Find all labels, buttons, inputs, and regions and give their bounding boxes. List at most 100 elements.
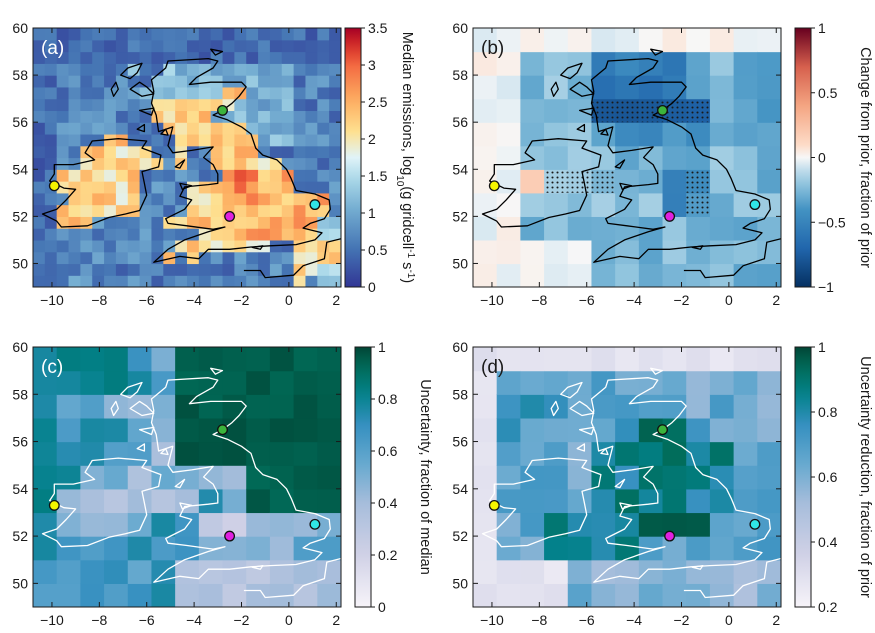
colorbar-tick-label: 1 bbox=[818, 20, 826, 36]
heatmap-cell bbox=[92, 228, 105, 241]
heatmap-cell bbox=[246, 122, 259, 135]
heatmap-cell bbox=[163, 275, 176, 287]
heatmap-cell bbox=[662, 394, 687, 419]
heatmap-cell bbox=[258, 192, 271, 206]
heatmap-cell bbox=[733, 75, 758, 100]
heatmap-cell bbox=[544, 216, 569, 241]
heatmap-cell bbox=[151, 228, 164, 241]
heatmap-cell bbox=[496, 394, 521, 419]
heatmap-cell bbox=[187, 275, 200, 287]
station-marker bbox=[657, 104, 668, 116]
heatmap-cell bbox=[591, 417, 616, 443]
heatmap-cell bbox=[56, 145, 70, 159]
heatmap-cell bbox=[615, 239, 640, 265]
x-tick-label: −8 bbox=[531, 612, 547, 628]
heatmap-cell bbox=[222, 228, 235, 241]
heatmap-cell bbox=[757, 347, 781, 372]
coastline bbox=[550, 81, 559, 97]
y-tick-label: 50 bbox=[452, 575, 468, 591]
heatmap-cell bbox=[615, 122, 640, 147]
heatmap-cell bbox=[246, 39, 259, 53]
heatmap-cell bbox=[317, 63, 330, 76]
heatmap-cell bbox=[317, 86, 330, 100]
heatmap-cell bbox=[163, 98, 176, 112]
heatmap-cell bbox=[222, 394, 247, 419]
heatmap-cell bbox=[520, 51, 545, 76]
heatmap-cell bbox=[151, 465, 176, 490]
heatmap-cell bbox=[496, 370, 521, 395]
heatmap-cell bbox=[615, 488, 640, 514]
x-tick-label: −10 bbox=[40, 292, 64, 308]
heatmap-cell bbox=[139, 251, 153, 265]
y-tick-label: 50 bbox=[12, 575, 28, 591]
colorbar-tick-label: 0.8 bbox=[378, 391, 398, 407]
heatmap-cell bbox=[234, 39, 247, 53]
heatmap-cell bbox=[56, 417, 81, 443]
x-tick-label: −8 bbox=[531, 292, 547, 308]
heatmap-cell bbox=[757, 370, 781, 395]
heatmap-cell bbox=[210, 63, 224, 76]
heatmap-cell bbox=[92, 122, 105, 135]
heatmap-cell bbox=[733, 583, 758, 607]
heatmap-cell bbox=[520, 239, 545, 265]
heatmap-cell bbox=[139, 51, 153, 64]
significance-stipple bbox=[686, 192, 710, 217]
heatmap-cell bbox=[198, 51, 212, 64]
heatmap-cell bbox=[709, 536, 735, 561]
heatmap-cell bbox=[281, 122, 295, 135]
heatmap-cell bbox=[163, 228, 176, 241]
heatmap-cell bbox=[520, 98, 545, 123]
heatmap-cell bbox=[92, 75, 105, 88]
heatmap-cell bbox=[293, 488, 318, 514]
heatmap-cell bbox=[281, 239, 295, 253]
heatmap-cell bbox=[686, 122, 711, 147]
heatmap-cell bbox=[175, 441, 200, 466]
y-tick-label: 54 bbox=[452, 161, 468, 177]
heatmap-cell bbox=[222, 63, 235, 76]
heatmap-cell bbox=[305, 181, 318, 194]
heatmap-cell bbox=[80, 216, 93, 229]
heatmap-cell bbox=[127, 204, 141, 217]
heatmap-cell bbox=[709, 28, 735, 53]
y-tick-label: 56 bbox=[12, 114, 28, 130]
heatmap-cell bbox=[68, 181, 81, 194]
heatmap-cell bbox=[234, 204, 247, 217]
heatmap-cell bbox=[473, 216, 498, 241]
heatmap-cell bbox=[198, 86, 212, 100]
heatmap-cell bbox=[163, 110, 176, 123]
coastline bbox=[251, 245, 264, 250]
coastline bbox=[614, 478, 626, 489]
colorbar-tick-label: 2.5 bbox=[368, 94, 388, 110]
x-tick-label: −2 bbox=[234, 292, 250, 308]
heatmap-cell bbox=[127, 157, 141, 170]
heatmap-cell bbox=[733, 417, 758, 443]
heatmap-cell bbox=[151, 417, 176, 443]
heatmap-cell bbox=[305, 28, 318, 41]
heatmap-cell bbox=[104, 75, 117, 88]
heatmap-cell bbox=[104, 204, 117, 217]
heatmap-cell bbox=[520, 417, 545, 443]
heatmap-cell bbox=[104, 51, 117, 64]
heatmap-cell bbox=[520, 263, 545, 287]
heatmap-cell bbox=[269, 145, 283, 159]
heatmap-cell bbox=[80, 251, 93, 265]
heatmap-cell bbox=[104, 370, 129, 395]
heatmap-cell bbox=[56, 122, 70, 135]
heatmap-cell bbox=[139, 63, 153, 76]
y-tick-label: 56 bbox=[12, 434, 28, 450]
heatmap-cell bbox=[591, 347, 616, 372]
heatmap-cell bbox=[686, 347, 711, 372]
heatmap-cell bbox=[104, 133, 117, 147]
heatmap-cell bbox=[317, 133, 330, 147]
heatmap-cell bbox=[175, 263, 188, 276]
heatmap-cell bbox=[33, 157, 46, 170]
heatmap-cell bbox=[269, 417, 295, 443]
heatmap-cell bbox=[234, 51, 247, 64]
heatmap-cell bbox=[151, 239, 164, 253]
heatmap-cell bbox=[44, 51, 58, 64]
heatmap-cell bbox=[234, 192, 247, 206]
heatmap-cell bbox=[163, 169, 176, 182]
colorbar-tick-label: 0.2 bbox=[378, 547, 398, 563]
coastline bbox=[578, 107, 595, 116]
coastline bbox=[136, 123, 146, 133]
